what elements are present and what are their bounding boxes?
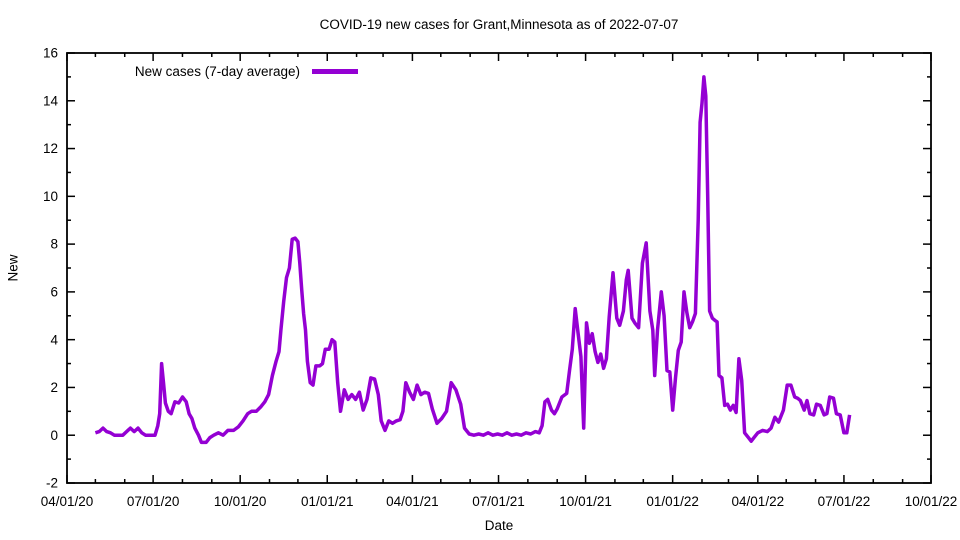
legend-line-sample [312,68,358,74]
svg-text:07/01/22: 07/01/22 [818,494,871,509]
legend-label: New cases (7-day average) [134,63,300,79]
x-axis-label: Date [484,518,514,533]
svg-text:01/01/22: 01/01/22 [646,494,699,509]
svg-text:16: 16 [43,46,58,61]
svg-text:10/01/20: 10/01/20 [214,494,267,509]
svg-text:10/01/21: 10/01/21 [559,494,612,509]
svg-text:4: 4 [50,332,58,347]
svg-text:8: 8 [50,237,58,252]
svg-text:6: 6 [50,284,58,299]
svg-text:10: 10 [43,189,58,204]
svg-text:01/01/21: 01/01/21 [301,494,354,509]
svg-text:2: 2 [50,380,58,395]
svg-text:07/01/20: 07/01/20 [127,494,180,509]
legend: New cases (7-day average) [0,62,358,80]
svg-text:04/01/22: 04/01/22 [732,494,785,509]
svg-text:-2: -2 [46,476,58,491]
svg-text:12: 12 [43,141,58,156]
svg-text:04/01/21: 04/01/21 [386,494,439,509]
svg-text:0: 0 [50,428,58,443]
svg-text:07/01/21: 07/01/21 [472,494,525,509]
svg-text:04/01/20: 04/01/20 [41,494,94,509]
svg-text:14: 14 [43,93,59,108]
svg-text:10/01/22: 10/01/22 [905,494,958,509]
chart-title: COVID-19 new cases for Grant,Minnesota a… [319,17,679,32]
